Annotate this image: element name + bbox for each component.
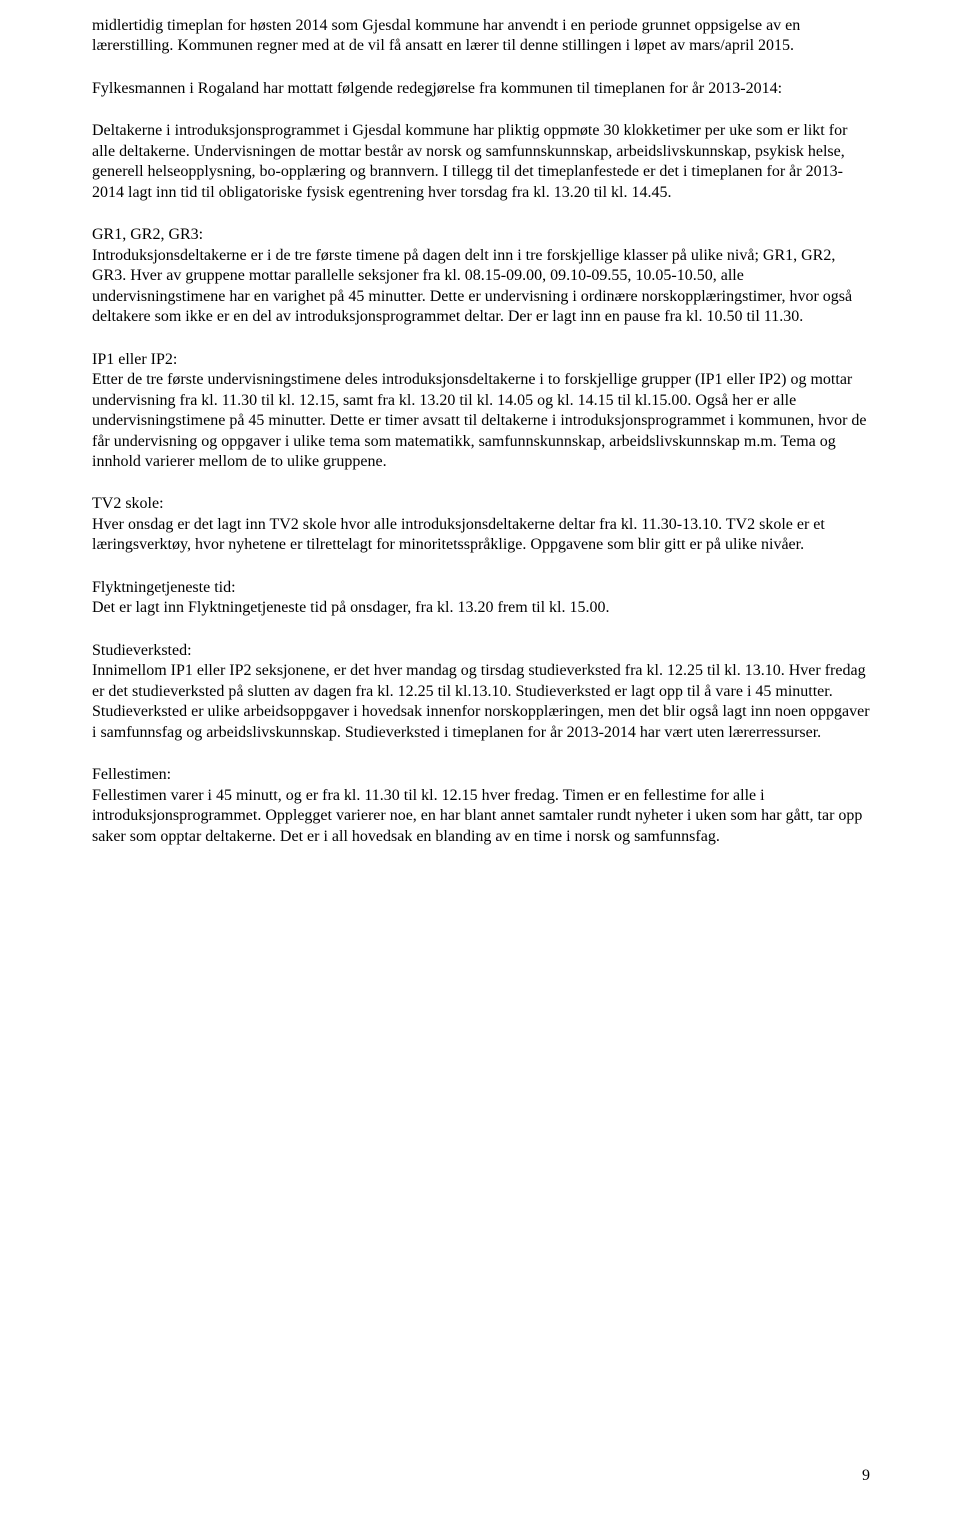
document-page: midlertidig timeplan for høsten 2014 som… xyxy=(0,0,960,1515)
section-label-gr: GR1, GR2, GR3: xyxy=(92,225,872,245)
paragraph: midlertidig timeplan for høsten 2014 som… xyxy=(92,16,872,57)
paragraph: Deltakerne i introduksjonsprogrammet i G… xyxy=(92,121,872,203)
paragraph: Det er lagt inn Flyktningetjeneste tid p… xyxy=(92,598,872,618)
section-label-felles: Fellestimen: xyxy=(92,765,872,785)
section-label-studie: Studieverksted: xyxy=(92,641,872,661)
paragraph: Introduksjonsdeltakerne er i de tre førs… xyxy=(92,246,872,328)
paragraph: Etter de tre første undervisningstimene … xyxy=(92,370,872,472)
paragraph: Fellestimen varer i 45 minutt, og er fra… xyxy=(92,786,872,847)
section-label-flykt: Flyktningetjeneste tid: xyxy=(92,578,872,598)
paragraph: Innimellom IP1 eller IP2 seksjonene, er … xyxy=(92,661,872,743)
paragraph: Hver onsdag er det lagt inn TV2 skole hv… xyxy=(92,515,872,556)
paragraph: Fylkesmannen i Rogaland har mottatt følg… xyxy=(92,79,872,99)
section-label-ip: IP1 eller IP2: xyxy=(92,350,872,370)
page-number: 9 xyxy=(862,1467,870,1485)
section-label-tv2: TV2 skole: xyxy=(92,494,872,514)
